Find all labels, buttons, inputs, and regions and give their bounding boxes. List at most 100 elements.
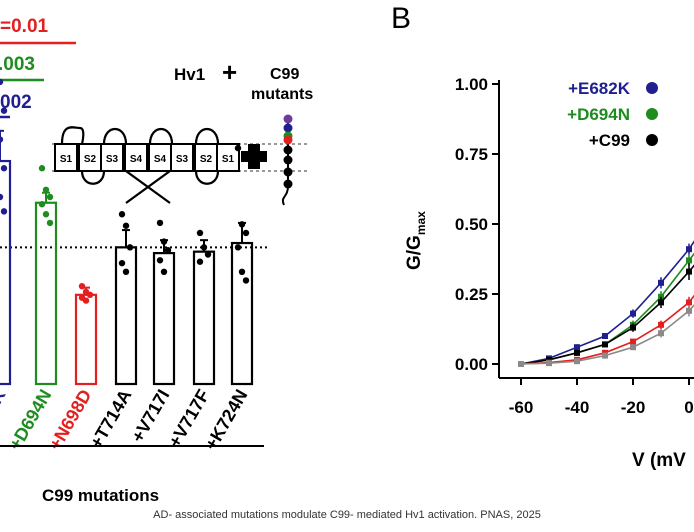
c99-dot-red [283, 135, 293, 145]
series-line-5 [520, 304, 694, 365]
loop-2 [102, 127, 128, 145]
series-5-point-3 [574, 358, 580, 365]
loop-1 [60, 126, 85, 145]
hv1-label: Hv1 [174, 65, 205, 84]
legend-label-2: +D694N [567, 105, 630, 124]
segment-box-4 [124, 143, 148, 172]
line-xtick-label-1: -60 [509, 398, 534, 417]
c99-label: C99 [270, 66, 299, 83]
bar-point-4-2 [122, 222, 130, 229]
loop-4 [194, 127, 220, 145]
legend-label-1: +E682K [568, 79, 631, 98]
series-1-point-4 [602, 333, 608, 339]
panel-b-label: B [391, 2, 411, 35]
segment-box-3 [100, 143, 124, 172]
legend-label-3: +C99 [589, 131, 630, 150]
bar-point-1-6 [0, 165, 8, 172]
bar-point-1-3 [0, 107, 8, 114]
bar-point-7-2 [238, 221, 246, 228]
segment-box-1 [54, 143, 78, 172]
bar-point-6-3 [204, 251, 212, 258]
c99-dot-3 [283, 167, 293, 177]
bar-chart: 2K+D694N+N698D+T714A+V717I+V717F+K724N [0, 78, 270, 454]
legend-marker-2 [646, 108, 658, 120]
bar-point-3-5 [82, 297, 90, 304]
bar-3 [74, 293, 98, 386]
bar-point-7-1 [234, 144, 242, 152]
segment-label-7: S2 [200, 154, 213, 165]
series-line-1 [520, 240, 694, 365]
segment-label-2: S2 [84, 154, 97, 165]
segment-label-5: S4 [154, 154, 167, 165]
bar-point-7-6 [242, 277, 250, 284]
bar-point-7-3 [242, 229, 250, 237]
bar-point-4-1 [118, 211, 126, 218]
line-ytick-label-3: 0.50 [455, 215, 488, 234]
series-1-point-7 [686, 246, 692, 253]
series-5-point-2 [546, 360, 552, 367]
bar-point-2-4 [38, 200, 46, 208]
bar-point-2-3 [46, 193, 54, 201]
series-line-3 [520, 264, 694, 365]
figure-caption: AD- associated mutations modulate C99- m… [153, 509, 541, 521]
bar-point-5-1 [156, 219, 164, 227]
series-1-point-5 [630, 310, 636, 317]
legend-marker-1 [646, 82, 658, 94]
loop-5 [80, 170, 106, 185]
series-3-point-7 [686, 268, 692, 275]
line-xtick-label-3: -20 [621, 398, 646, 417]
bar-2 [34, 201, 58, 386]
crossover [125, 170, 171, 204]
bar-point-3-3 [86, 291, 94, 299]
segment-label-3: S3 [106, 154, 119, 165]
bar-point-2-6 [46, 219, 54, 227]
bar-point-7-4 [234, 244, 242, 251]
bar-point-1-2 [0, 78, 4, 86]
plus-v [248, 144, 260, 169]
sig-label-green: .003 [0, 54, 35, 75]
bar-1 [0, 159, 12, 386]
c99-dot-purple [283, 114, 293, 124]
bar-point-4-4 [118, 259, 126, 267]
line-ytick-label-2: 0.25 [455, 285, 488, 304]
segment-label-6: S3 [176, 154, 189, 165]
segment-box-6 [170, 143, 194, 172]
c99-dot-blue [283, 123, 293, 133]
bar-point-7-5 [238, 268, 246, 275]
bar-point-4-5 [122, 268, 130, 275]
segment-label-1: S1 [60, 154, 73, 165]
series-3-point-6 [658, 299, 664, 306]
c99-dot-2 [283, 155, 293, 165]
series-5-point-1 [518, 361, 524, 367]
bar-point-5-3 [164, 247, 172, 254]
loop-3 [148, 127, 174, 145]
line-ytick-label-4: 0.75 [455, 145, 488, 164]
segment-label-8: S1 [222, 154, 235, 165]
series-1-point-6 [658, 279, 664, 286]
bar-tick-label-1: 2K [0, 386, 9, 416]
c99-dot-4 [283, 179, 293, 189]
bar-point-4-3 [126, 244, 134, 251]
segment-group: S1 S2 S3 S4 S4 S3 S2 S1 [54, 143, 240, 172]
series-2-point-7 [686, 257, 692, 264]
bar-point-1-5 [0, 136, 4, 143]
line-xlabel: V (mV [632, 450, 686, 471]
series-3-point-4 [602, 341, 608, 348]
c99-dot-1 [283, 145, 293, 155]
line-ylabel: G/Gmax [404, 211, 428, 270]
bar-point-5-2 [160, 238, 168, 245]
bar-point-2-2 [42, 186, 50, 194]
line-chart: 0.00 0.25 0.50 0.75 1.00 -60 -40 -20 0 V (mV G/Gma… [404, 75, 694, 471]
bar-point-5-4 [156, 257, 164, 264]
bar-point-5-5 [160, 268, 168, 275]
series-5-point-4 [602, 352, 608, 359]
bar-point-6-1 [196, 229, 204, 237]
segment-label-4: S4 [130, 154, 143, 165]
series-4-point-5 [630, 338, 636, 345]
series-4-point-6 [658, 321, 664, 328]
series-4-point-7 [686, 299, 692, 306]
plus-sign-text: + [222, 57, 237, 87]
series-line-4 [520, 294, 694, 365]
bar-point-2-1 [38, 165, 46, 172]
